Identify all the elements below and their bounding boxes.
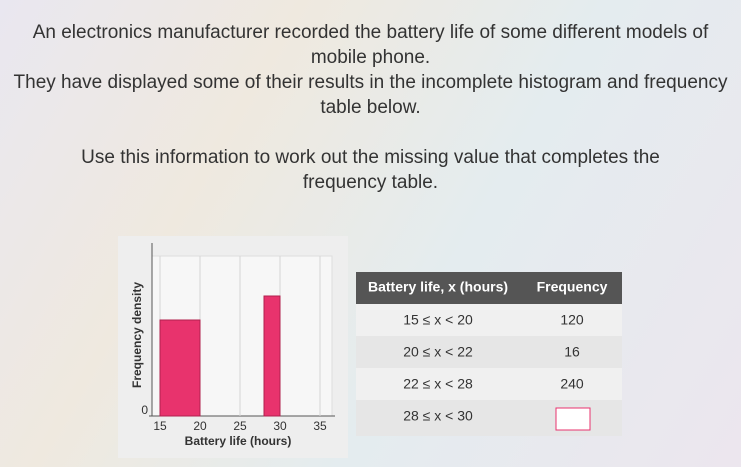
table-header: [356, 272, 622, 304]
table-cell: 20 ≤ x < 22: [403, 344, 473, 360]
paragraph: An electronics manufacturer recorded the…: [32, 22, 709, 68]
table-cell: 15 ≤ x < 20: [403, 312, 473, 328]
table-row: [356, 304, 622, 336]
table-cell: 16: [564, 344, 580, 360]
bar: [263, 295, 281, 417]
table-header-cell: Battery life, x (hours): [368, 279, 508, 295]
table-cell: 22 ≤ x < 28: [403, 376, 473, 392]
x-tick-label: 35: [313, 419, 327, 433]
table-cell: 120: [560, 312, 584, 328]
bar: [159, 319, 201, 417]
y-axis-label: Frequency density: [130, 282, 144, 388]
x-tick-label: 25: [233, 419, 247, 433]
x-tick-label: 30: [273, 419, 287, 433]
table-row: [356, 368, 622, 400]
table-cell: 240: [560, 376, 584, 392]
x-tick-label: 20: [193, 419, 207, 433]
answer-box[interactable]: [555, 407, 591, 431]
y-tick-label: 0: [141, 403, 148, 417]
paragraph: They have displayed some of their result…: [13, 72, 728, 118]
x-tick-label: 15: [153, 419, 167, 433]
paragraph: Use this information to work out the mis…: [81, 147, 660, 193]
table-header-cell: Frequency: [537, 279, 608, 295]
x-axis-label: Battery life (hours): [185, 434, 292, 448]
table-cell: 28 ≤ x < 30: [403, 408, 473, 424]
table-row: [356, 336, 622, 368]
